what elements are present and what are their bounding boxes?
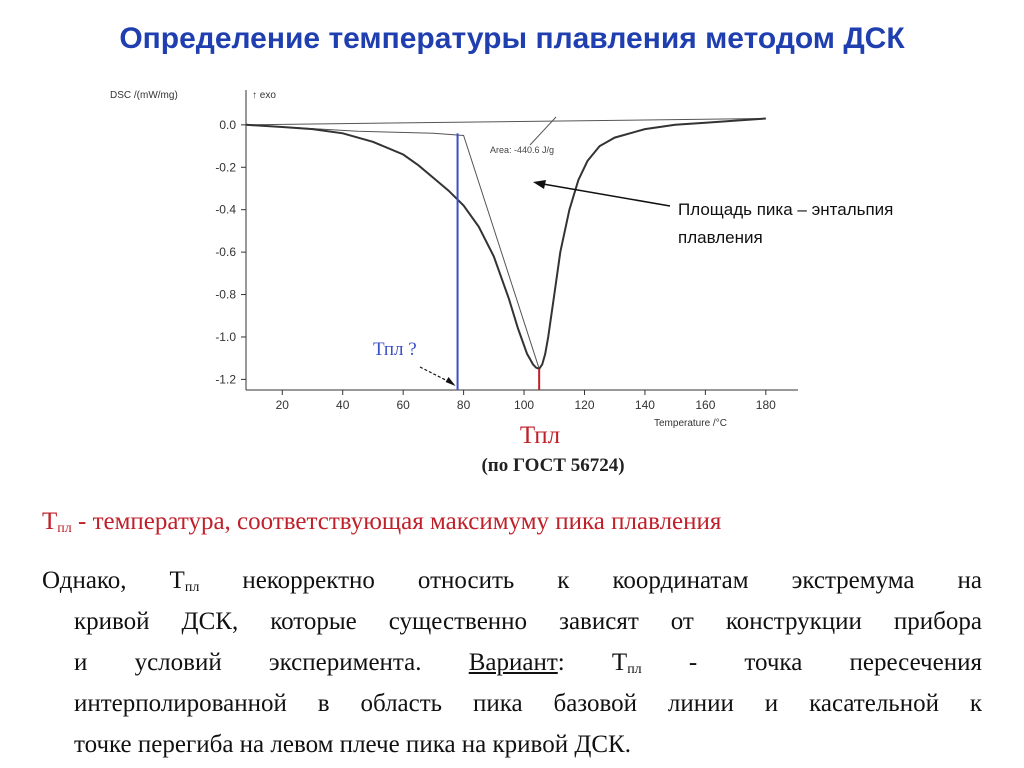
slide-title: Определение температуры плавления методо… [119,22,905,55]
line3-mid: : Т [557,649,628,676]
line3-post: - точка пересечения [641,649,982,676]
y-axis-ticks: 0.0 -0.2 -0.4 -0.6 -0.8 -1.0 -1.2 [215,118,246,386]
y-tick-label: -0.8 [215,288,236,302]
line1-sub: пл [184,580,200,595]
line3-sub: пл [627,662,642,677]
x-tick-label: 140 [635,398,655,412]
line1-pre: Однако, Т [42,567,185,594]
paragraph-line-3: и условий эксперимента. Вариант: Тпл - т… [42,642,982,683]
y-tick-label: -0.2 [215,160,236,174]
x-tick-label: 180 [756,398,776,412]
area-leader-line [529,116,557,146]
t-subscript: пл [57,521,72,536]
definition-text: - температура, соответствующая максимуму… [71,508,722,535]
x-tick-label: 80 [457,398,471,412]
dsc-curve [245,117,766,370]
variant-word: Вариант [468,649,558,676]
paragraph-line-2: кривой ДСК, которые существенно зависят … [74,608,982,635]
chart-axes [245,90,798,391]
definition-line: Тпл - температура, соответствующая макси… [42,508,992,537]
y-tick-label: 0.0 [219,118,236,132]
y-tick-label: -1.2 [215,372,236,386]
x-tick-label: 160 [695,398,715,412]
x-tick-label: 40 [336,398,350,412]
tpl-question-arrow-head [445,377,456,386]
exo-label: ↑ exo [252,90,276,101]
paragraph-line-5: точке перегиба на левом плече пика на кр… [74,731,631,758]
x-tick-label: 60 [396,398,410,412]
paragraph-line-4: интерполированной в область пика базовой… [74,690,982,717]
tpl-label: Тпл [520,422,560,449]
y-tick-label: -0.6 [215,245,236,259]
annotation-arrow-head [533,180,546,189]
tpl-question-label: Тпл ? [373,339,417,360]
y-tick-label: -0.4 [215,203,236,217]
gost-label: (по ГОСТ 56724) [481,455,624,476]
chart-lines [245,116,766,390]
annotation-arrow-line [542,183,671,207]
x-axis-label: Temperature /°C [654,418,727,429]
x-tick-label: 20 [276,398,290,412]
explanation-paragraph: Однако, Тпл некорректно относить к коорд… [42,560,982,765]
x-tick-label: 120 [574,398,594,412]
y-axis-label: DSC /(mW/mg) [110,90,178,101]
area-label: Area: -440.6 J/g [490,145,554,155]
y-tick-label: -1.0 [215,330,236,344]
dsc-chart: 0.0 -0.2 -0.4 -0.6 -0.8 -1.0 -1.2 20 40 60 80 100 1… [110,90,893,476]
paragraph-line-1: Однако, Тпл некорректно относить к коорд… [42,560,982,601]
line1-post: некорректно относить к координатам экстр… [199,567,982,594]
line3-pre: и условий эксперимента. [74,649,469,676]
tangent-line [245,124,540,369]
t-symbol: Т [42,508,58,535]
x-axis-ticks: 20 40 60 80 100 120 140 160 180 [276,390,776,412]
baseline-line [245,118,766,126]
annotation-line-1: Площадь пика – энтальпия [678,200,893,219]
annotation-line-2: плавления [678,228,763,247]
x-tick-label: 100 [514,398,534,412]
